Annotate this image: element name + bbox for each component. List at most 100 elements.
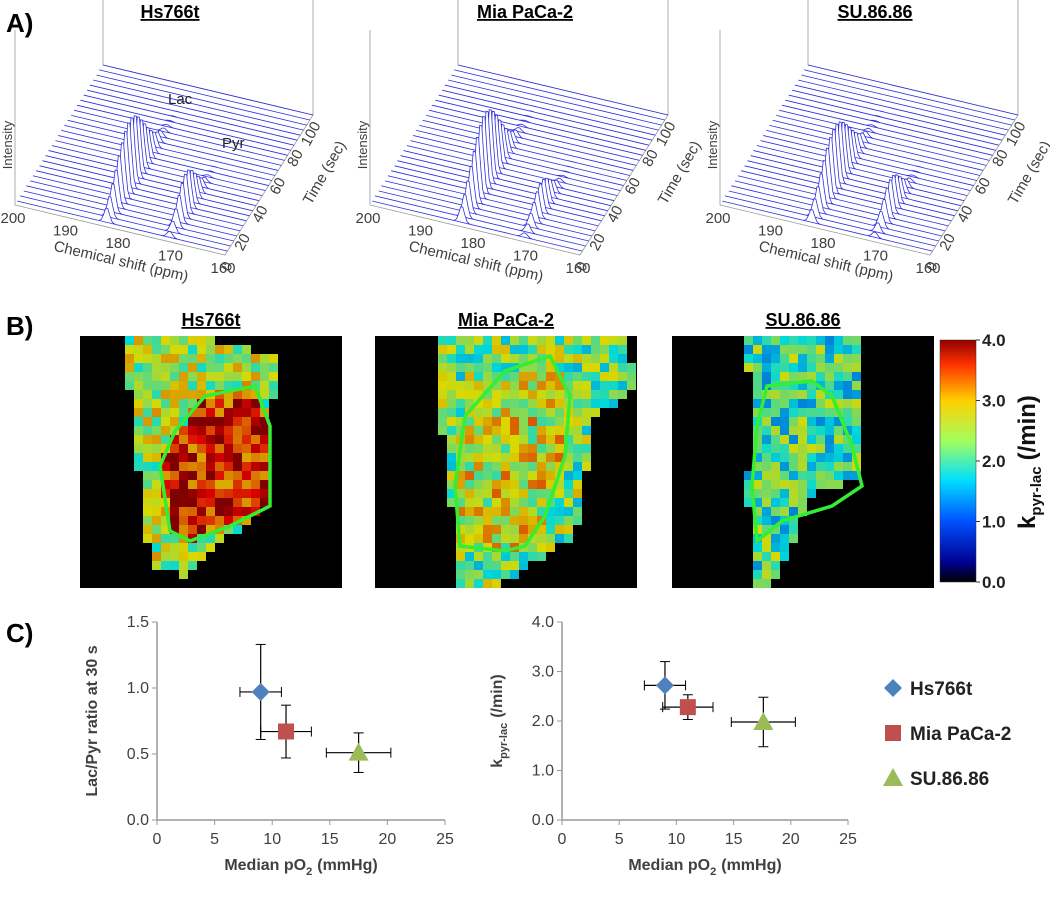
spectrum-trace (372, 200, 583, 252)
map-pixel (510, 480, 519, 489)
map-pixel (762, 345, 771, 354)
map-pixel (546, 399, 555, 408)
map-pixel (251, 372, 260, 381)
map-pixel (456, 471, 465, 480)
spectrum-trace (87, 89, 298, 141)
map-pixel (537, 435, 546, 444)
map-pixel (555, 354, 564, 363)
map-pixel (483, 480, 492, 489)
map-pixel (170, 390, 179, 399)
map-pixel (555, 363, 564, 372)
map-pixel (215, 498, 224, 507)
spectrum-trace (778, 109, 990, 161)
map-pixel (447, 480, 456, 489)
spectrum-trace (451, 74, 662, 126)
map-pixel (519, 426, 528, 435)
map-pixel (170, 480, 179, 489)
y-tick-label: 2.0 (532, 713, 554, 730)
map-pixel (233, 426, 242, 435)
map-pixel (125, 381, 134, 390)
map-pixel (537, 444, 546, 453)
map-pixel (456, 381, 465, 390)
map-pixel (528, 552, 537, 561)
map-pixel (798, 453, 807, 462)
map-pixel (215, 417, 224, 426)
map-pixel (152, 561, 161, 570)
y-tick-label: 20 (936, 231, 959, 254)
map-pixel (852, 399, 861, 408)
map-pixel (456, 399, 465, 408)
map-pixel (143, 471, 152, 480)
map-pixel (233, 345, 242, 354)
map-pixel (816, 426, 825, 435)
map-pixel (816, 462, 825, 471)
map-pixel (215, 399, 224, 408)
map-pixel (492, 534, 501, 543)
map-pixel (816, 390, 825, 399)
map-pixel (510, 417, 519, 426)
map-pixel (582, 426, 591, 435)
map-pixel (519, 408, 528, 417)
spectra-panel: SU.86.86200190180170160020406080100Chemi… (705, 0, 1050, 285)
map-pixel (447, 345, 456, 354)
map-pixel (753, 480, 762, 489)
map-pixel (143, 417, 152, 426)
map-pixel (474, 381, 483, 390)
map-pixel (483, 336, 492, 345)
annotation: Pyr (222, 135, 245, 152)
map-pixel (492, 417, 501, 426)
kinetic-map: SU.86.86 (672, 310, 934, 588)
map-pixel (825, 471, 834, 480)
map-pixel (564, 354, 573, 363)
spectrum-trace (457, 64, 669, 116)
map-pixel (143, 525, 152, 534)
map-pixel (519, 372, 528, 381)
map-pixel (573, 363, 582, 372)
map-pixel (609, 345, 618, 354)
map-pixel (483, 471, 492, 480)
map-pixel (816, 336, 825, 345)
map-pixel (215, 471, 224, 480)
map-pixel (224, 516, 233, 525)
map-pixel (564, 525, 573, 534)
map-pixel (528, 480, 537, 489)
y-axis-label: Time (sec) (1005, 138, 1050, 207)
map-pixel (825, 435, 834, 444)
map-pixel (224, 453, 233, 462)
map-pixel (582, 345, 591, 354)
spectrum-trace (380, 165, 593, 237)
map-pixel (591, 345, 600, 354)
map-pixel (807, 408, 816, 417)
map-pixel (771, 534, 780, 543)
map-pixel (260, 471, 269, 480)
map-pixel (179, 453, 188, 462)
spectrum-trace (45, 115, 257, 207)
map-pixel (582, 453, 591, 462)
map-pixel (816, 471, 825, 480)
map-pixel (134, 381, 143, 390)
map-pixel (134, 336, 143, 345)
map-pixel (555, 534, 564, 543)
map-pixel (528, 543, 537, 552)
marker (348, 742, 369, 761)
spectrum-trace (788, 94, 1000, 146)
map-pixel (483, 372, 492, 381)
map-pixel (438, 363, 447, 372)
map-pixel (233, 390, 242, 399)
map-pixel (161, 408, 170, 417)
spectrum-trace (93, 79, 304, 131)
map-pixel (474, 453, 483, 462)
map-pixel (492, 498, 501, 507)
map-pixel (206, 417, 215, 426)
map-pixel (143, 498, 152, 507)
spectrum-trace (803, 69, 1015, 121)
map-pixel (798, 408, 807, 417)
spectrum-trace (29, 155, 241, 232)
map-pixel (233, 471, 242, 480)
map-pixel (260, 489, 269, 498)
map-pixel (834, 381, 843, 390)
spectrum-trace (402, 110, 615, 202)
map-pixel (771, 525, 780, 534)
map-pixel (564, 336, 573, 345)
map-pixel (483, 579, 492, 588)
